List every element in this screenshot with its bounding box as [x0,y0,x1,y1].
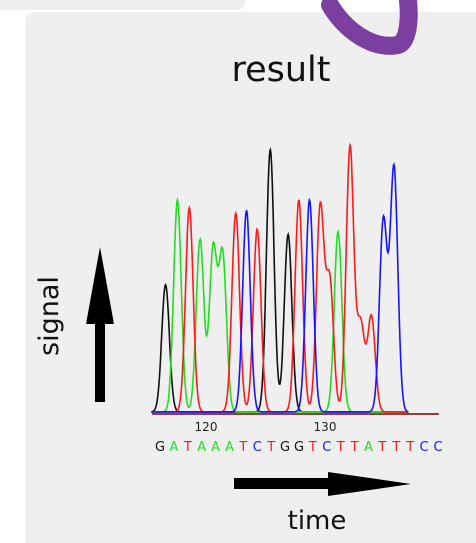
base-call: A [211,440,220,455]
base-call: G [155,440,165,455]
base-call: A [364,440,373,455]
trace-g [151,146,409,413]
base-call: T [336,440,345,455]
base-call: C [433,440,442,455]
base-call: T [266,440,275,455]
base-call: A [225,440,234,455]
base-call: T [391,440,400,455]
base-call: A [197,440,206,455]
x-tick-label: 120 [195,420,218,434]
base-call: C [253,440,262,455]
figure-title: result [231,50,330,90]
trace-group [151,142,409,413]
trace-t [151,142,409,413]
base-call: T [183,440,192,455]
base-call: T [377,440,386,455]
base-call: C [322,440,331,455]
x-tick-label: 130 [314,420,337,434]
base-call: C [420,440,429,455]
top-strip [0,0,245,10]
base-call: G [280,440,290,455]
base-call: T [238,440,247,455]
trace-c [151,162,409,413]
base-call: T [308,440,317,455]
base-call: T [405,440,414,455]
base-call: T [350,440,359,455]
arrow-right-icon [234,472,411,496]
base-call: G [294,440,304,455]
y-axis-label: signal [34,276,65,356]
brush-stroke-icon [321,0,418,55]
x-axis-label: time [288,506,347,536]
base-call: A [169,440,178,455]
arrow-up-icon [86,247,114,402]
